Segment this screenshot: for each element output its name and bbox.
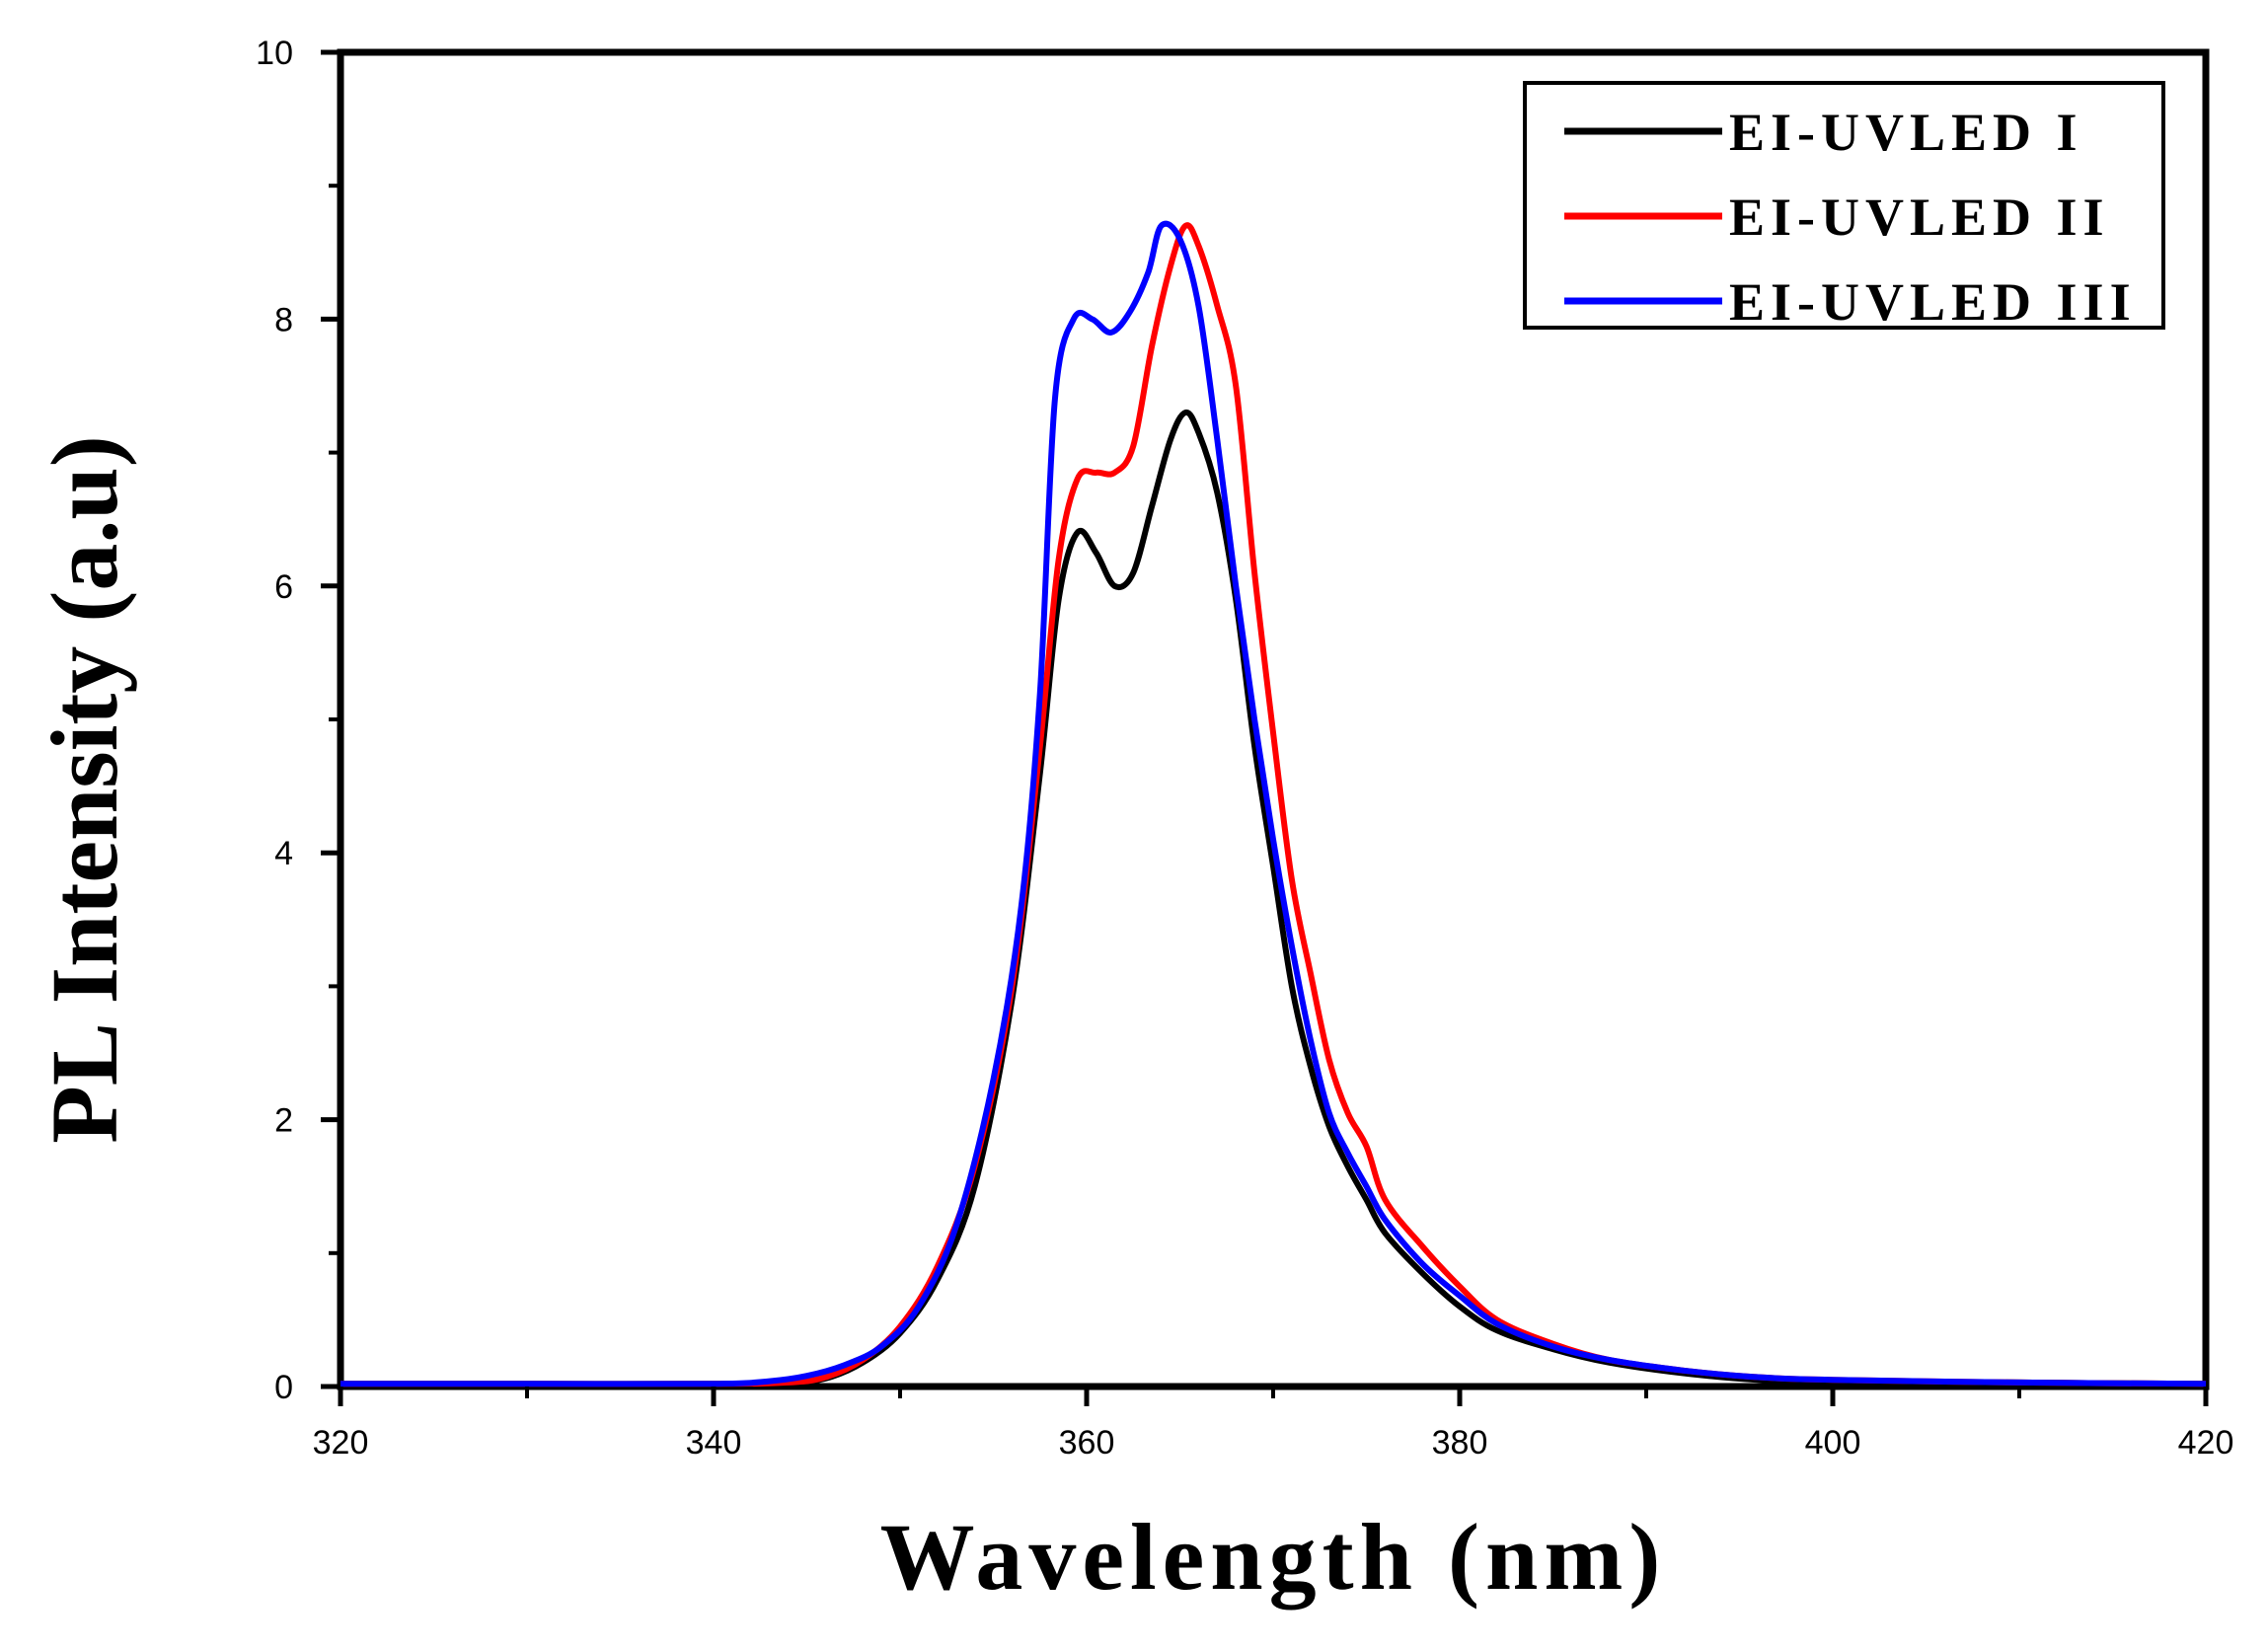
- x-tick-label: 420: [2178, 1424, 2234, 1462]
- x-tick-label: 340: [686, 1424, 742, 1462]
- y-tick-label: 0: [274, 1369, 293, 1406]
- y-tick-label: 4: [274, 835, 293, 872]
- y-tick-label: 10: [256, 35, 293, 72]
- legend: EI-UVLED I EI-UVLED II EI-UVLED III: [1523, 81, 2165, 332]
- y-tick-label: 6: [274, 568, 293, 606]
- x-tick-label: 380: [1432, 1424, 1488, 1462]
- legend-box: [1523, 81, 2165, 330]
- legend-label-1: EI-UVLED I: [1729, 103, 2083, 162]
- series-line-3: [340, 220, 2207, 1388]
- x-axis-title: Wavelength (nm): [880, 1504, 1667, 1610]
- legend-label-2: EI-UVLED II: [1729, 188, 2110, 247]
- x-tick-label: 320: [313, 1424, 369, 1462]
- y-tick-label: 2: [274, 1102, 293, 1140]
- ticks-layer: 320 340 360 380 400 420 0 2 4 6 8 10: [256, 35, 2233, 1462]
- y-axis-title: PL Intensity (a.u): [32, 435, 137, 1143]
- series-layer: [340, 220, 2207, 1388]
- y-tick-label: 8: [274, 301, 293, 338]
- x-tick-label: 360: [1059, 1424, 1115, 1462]
- x-tick-label: 400: [1805, 1424, 1861, 1462]
- legend-label-3: EI-UVLED III: [1729, 272, 2137, 332]
